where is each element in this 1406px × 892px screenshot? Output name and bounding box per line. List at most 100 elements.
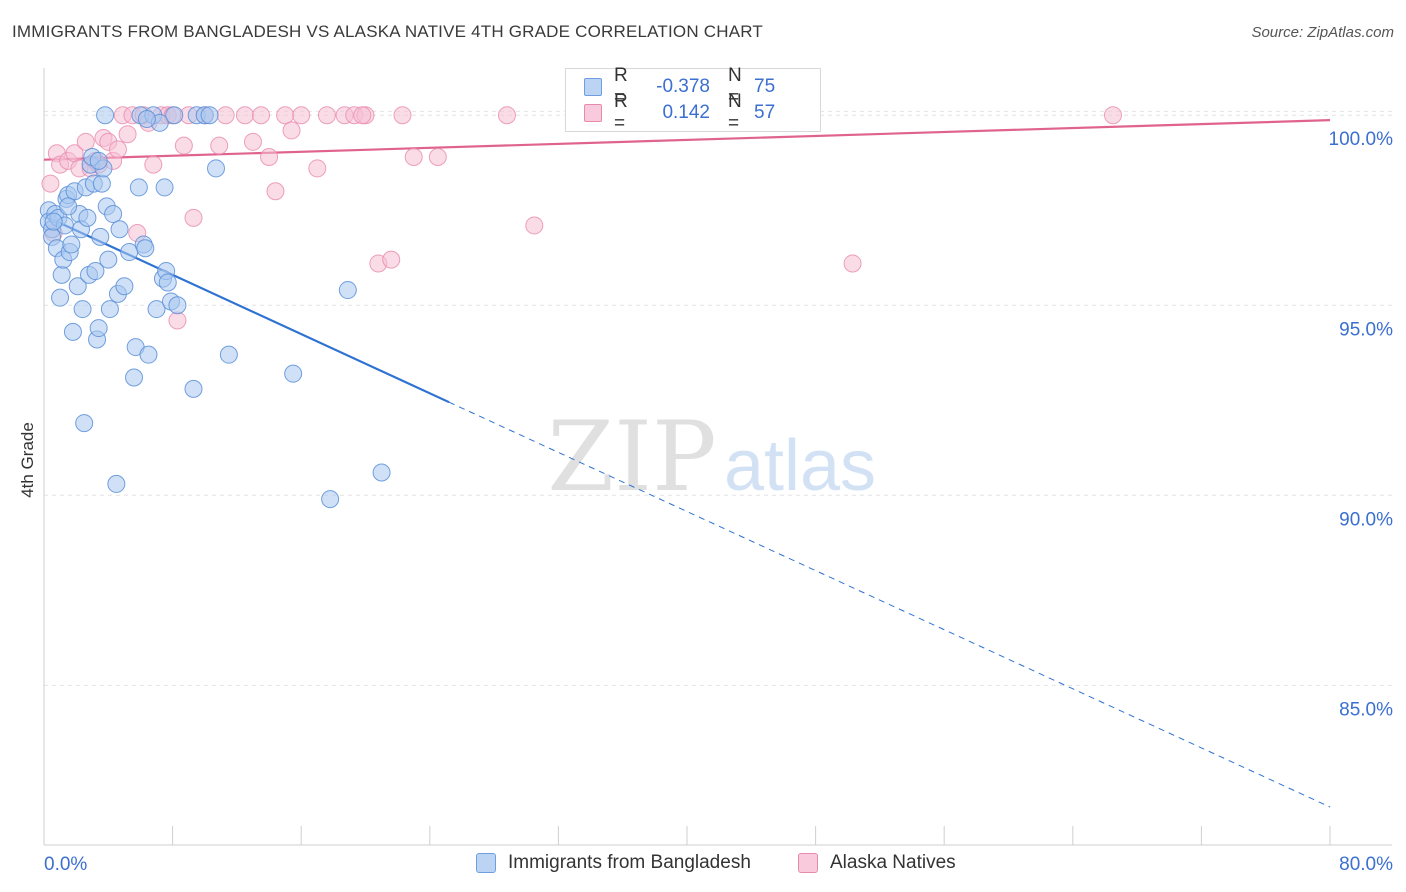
y-tick-label: 85.0%	[1339, 699, 1393, 720]
legend-n-label: N =	[728, 91, 742, 134]
data-point-bangladesh	[155, 178, 174, 197]
data-point-bangladesh	[207, 159, 226, 178]
legend-r-label: R =	[614, 65, 628, 108]
data-point-alaska	[353, 106, 372, 125]
data-point-bangladesh	[321, 490, 340, 509]
data-point-bangladesh	[104, 205, 123, 224]
legend-label-bangladesh: Immigrants from Bangladesh	[508, 852, 751, 873]
data-point-alaska	[317, 106, 336, 125]
data-point-bangladesh	[73, 300, 92, 319]
chart-title: IMMIGRANTS FROM BANGLADESH VS ALASKA NAT…	[12, 22, 764, 41]
data-point-alaska	[266, 182, 285, 201]
data-point-bangladesh	[52, 265, 71, 284]
y-tick-label: 95.0%	[1339, 319, 1393, 340]
source-label: Source: ZipAtlas.com	[1251, 24, 1394, 41]
data-point-bangladesh	[139, 345, 158, 364]
watermark-atlas: atlas	[724, 426, 876, 506]
legend-swatch-pink	[798, 853, 818, 873]
data-point-alaska	[260, 148, 279, 167]
data-point-bangladesh	[96, 106, 115, 125]
data-point-alaska	[393, 106, 412, 125]
y-tick-label: 100.0%	[1329, 129, 1394, 150]
stats-legend: R = -0.378 N = 75 R = 0.142 N = 57	[565, 65, 821, 134]
data-point-bangladesh	[372, 463, 391, 482]
data-point-alaska	[292, 106, 311, 125]
data-point-bangladesh	[168, 296, 187, 315]
data-point-bangladesh	[62, 235, 81, 254]
data-point-bangladesh	[338, 281, 357, 300]
watermark-zip: ZIP	[547, 401, 716, 513]
axes	[43, 68, 1392, 846]
data-point-alaska	[252, 106, 271, 125]
data-point-alaska	[243, 132, 262, 151]
data-point-bangladesh	[219, 345, 238, 364]
data-point-bangladesh	[89, 319, 108, 338]
data-point-bangladesh	[100, 300, 119, 319]
data-point-alaska	[41, 174, 60, 193]
data-point-alaska	[428, 148, 447, 167]
legend-r-value: -0.378	[656, 76, 710, 97]
data-point-bangladesh	[137, 110, 156, 129]
data-point-bangladesh	[92, 174, 111, 193]
legend-label-alaska: Alaska Natives	[830, 852, 956, 873]
legend-item-bangladesh: Immigrants from Bangladesh	[476, 852, 751, 874]
data-point-bangladesh	[75, 414, 94, 433]
data-point-bangladesh	[44, 212, 63, 231]
data-point-alaska	[216, 106, 235, 125]
legend-n-value: 75	[754, 76, 776, 97]
data-point-alaska	[525, 216, 544, 235]
data-point-bangladesh	[125, 368, 144, 387]
data-point-bangladesh	[51, 288, 70, 307]
data-point-bangladesh	[115, 277, 134, 296]
data-point-alaska	[184, 208, 203, 227]
data-point-alaska	[210, 136, 229, 155]
data-point-alaska	[308, 159, 327, 178]
data-point-alaska	[174, 136, 193, 155]
data-point-bangladesh	[136, 239, 155, 258]
data-point-alaska	[235, 106, 254, 125]
data-point-bangladesh	[59, 197, 78, 216]
data-point-alaska	[168, 311, 187, 330]
data-point-bangladesh	[284, 364, 303, 383]
data-point-alaska	[497, 106, 516, 125]
legend-row-bangladesh: R = -0.378 N = 75	[584, 65, 776, 108]
trend-line-bangladesh-extension	[448, 401, 1331, 808]
data-point-bangladesh	[68, 277, 87, 296]
data-point-alaska	[144, 155, 163, 174]
legend-swatch-pink	[584, 104, 602, 122]
legend-swatch-blue	[584, 78, 602, 96]
data-point-bangladesh	[86, 262, 105, 281]
legend-n-value: 57	[754, 102, 776, 123]
trend-lines	[43, 119, 1331, 808]
series-immigrants-bangladesh	[39, 106, 391, 509]
legend-item-alaska: Alaska Natives	[798, 852, 956, 874]
data-point-bangladesh	[200, 106, 219, 125]
legend-r-value: 0.142	[662, 102, 710, 123]
legend-r-label: R =	[614, 91, 628, 134]
data-point-alaska	[108, 140, 127, 159]
data-point-alaska	[118, 125, 137, 144]
x-tick-label: 0.0%	[44, 854, 87, 875]
legend-n-label: N =	[728, 65, 742, 108]
legend-swatch-blue	[476, 853, 496, 873]
series-legend: Immigrants from Bangladesh Alaska Native…	[0, 852, 1406, 878]
legend-row-alaska: R = 0.142 N = 57	[584, 91, 776, 134]
data-point-bangladesh	[78, 208, 97, 227]
data-point-bangladesh	[110, 220, 129, 239]
data-point-bangladesh	[89, 151, 108, 170]
y-tick-label: 90.0%	[1339, 509, 1393, 530]
series-alaska-natives	[41, 106, 1122, 330]
data-point-alaska	[282, 121, 301, 140]
grid-lines	[44, 110, 1392, 686]
data-point-alaska	[76, 132, 95, 151]
watermark: ZIP atlas	[547, 401, 876, 513]
data-point-bangladesh	[63, 322, 82, 341]
data-point-alaska	[404, 148, 423, 167]
data-point-alaska	[382, 250, 401, 269]
data-point-bangladesh	[129, 178, 148, 197]
data-point-alaska	[843, 254, 862, 273]
data-point-bangladesh	[184, 379, 203, 398]
data-point-bangladesh	[158, 273, 177, 292]
trend-line-bangladesh	[48, 216, 450, 404]
